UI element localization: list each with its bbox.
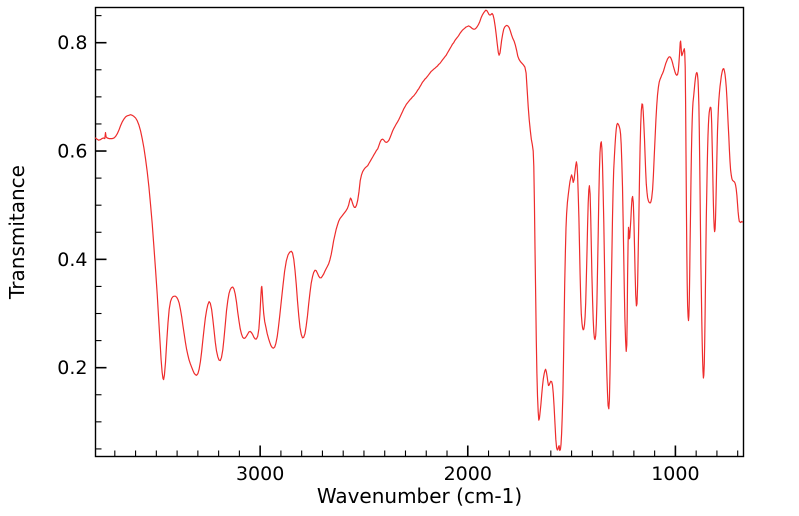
x-axis-label: Wavenumber (cm-1) (317, 484, 522, 508)
y-tick-label: 0.8 (57, 32, 87, 54)
spectrum-line (94, 9, 743, 452)
y-axis-ticks: 0.2 0.4 0.6 0.8 (57, 15, 107, 450)
x-tick-label: 3000 (236, 463, 284, 485)
y-tick-label: 0.4 (57, 249, 87, 271)
plot-spines (94, 6, 745, 458)
y-tick-label: 0.6 (57, 141, 87, 163)
x-tick-label: 1000 (651, 463, 699, 485)
x-axis-ticks: 3000 2000 1000 (114, 445, 739, 485)
y-tick-label: 0.2 (57, 357, 87, 379)
x-tick-label: 2000 (444, 463, 492, 485)
y-axis-label: Transmitance (5, 165, 29, 300)
